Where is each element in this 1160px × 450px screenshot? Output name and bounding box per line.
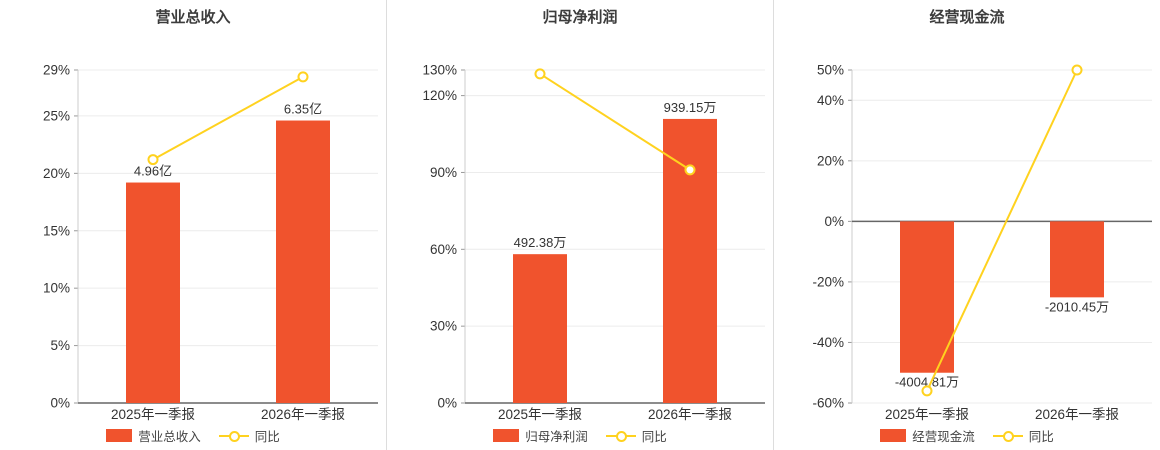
y-tick-label: 60% (430, 242, 457, 257)
bar-swatch-icon (880, 428, 907, 442)
legend-label: 经营现金流 (912, 429, 975, 444)
legend-item-net-profit-yoy[interactable]: 同比 (605, 426, 667, 445)
bar-swatch-icon (106, 428, 133, 442)
legend-item-net-profit-bar[interactable]: 归母净利润 (493, 426, 588, 445)
bar-value-label: 492.38万 (514, 235, 567, 250)
y-tick-label: -60% (812, 396, 844, 411)
yoy-marker (534, 68, 546, 80)
y-tick-label: 5% (50, 338, 70, 353)
revenue-legend: 营业总收入 同比 (0, 422, 386, 448)
y-tick-label: 0% (824, 214, 844, 229)
legend-label: 营业总收入 (138, 429, 201, 444)
yoy-marker (684, 164, 696, 176)
bar-value-label: -4004.81万 (895, 375, 959, 390)
x-axis-label: 2026年一季报 (1035, 407, 1119, 422)
yoy-marker (147, 154, 159, 166)
bar (276, 120, 330, 403)
y-tick-label: 25% (43, 108, 70, 123)
legend-label: 同比 (254, 429, 280, 444)
line-marker-icon (992, 430, 1023, 442)
yoy-marker (1071, 64, 1083, 76)
bar (900, 221, 954, 373)
bar (513, 254, 567, 403)
bar (1050, 221, 1104, 298)
bar-value-label: 4.96亿 (134, 164, 172, 179)
bar-value-label: -2010.45万 (1045, 299, 1109, 314)
revenue-chart-title: 营业总收入 (155, 9, 231, 26)
net-profit-chart: 0% 30% 60% 90% 120% 130% 492.38万 939.15万 2025年一季… (422, 63, 765, 422)
y-tick-label: 30% (430, 319, 457, 334)
y-tick-label: 40% (817, 93, 844, 108)
yoy-marker (297, 71, 309, 83)
y-tick-label: -40% (812, 335, 844, 350)
yoy-line (539, 73, 691, 171)
y-tick-label: 50% (817, 63, 844, 78)
legend-item-cash-flow-bar[interactable]: 经营现金流 (880, 426, 975, 445)
yoy-line (926, 69, 1078, 392)
revenue-chart: 0% 5% 10% 15% 20% 25% 29% 4.96亿 6.35亿 2025年一季报 202… (43, 63, 378, 422)
x-axis-label: 2026年一季报 (648, 407, 732, 422)
y-tick-label: 90% (430, 165, 457, 180)
y-tick-label: -20% (812, 274, 844, 289)
x-axis-label: 2025年一季报 (498, 407, 582, 422)
net-profit-panel: 归母净利润 0% 30% 60% 90% 120% 130% 492.38万 939.15万 2… (386, 0, 773, 450)
net-profit-legend: 归母净利润 同比 (387, 422, 773, 448)
y-tick-label: 20% (817, 153, 844, 168)
bar-value-label: 6.35亿 (284, 102, 322, 117)
cash-flow-chart: -60% -40% -20% 0% 20% 40% 50% -4004.81万 -2010.45… (812, 63, 1152, 422)
cash-flow-legend: 经营现金流 同比 (774, 422, 1160, 448)
cash-flow-chart-title: 经营现金流 (929, 9, 1005, 26)
legend-item-revenue-bar[interactable]: 营业总收入 (106, 426, 201, 445)
net-profit-chart-title: 归母净利润 (542, 9, 618, 26)
bar-value-label: 939.15万 (664, 100, 717, 115)
legend-item-cash-flow-yoy[interactable]: 同比 (992, 426, 1054, 445)
bar (126, 182, 180, 403)
bar (663, 118, 717, 403)
legend-label: 归母净利润 (525, 429, 588, 444)
x-axis-label: 2025年一季报 (885, 407, 969, 422)
legend-label: 同比 (641, 429, 667, 444)
line-marker-icon (605, 430, 636, 442)
y-tick-label: 29% (43, 63, 70, 78)
y-tick-label: 15% (43, 223, 70, 238)
y-tick-label: 0% (50, 396, 70, 411)
y-tick-label: 130% (422, 63, 457, 78)
y-tick-label: 0% (437, 396, 457, 411)
x-axis-label: 2025年一季报 (111, 407, 195, 422)
bar-swatch-icon (493, 428, 520, 442)
y-tick-label: 20% (43, 166, 70, 181)
x-axis-label: 2026年一季报 (261, 407, 345, 422)
y-tick-label: 10% (43, 281, 70, 296)
y-tick-label: 120% (422, 88, 457, 103)
cash-flow-panel: 经营现金流 -60% -40% -20% 0% 20% 40% 50% -4004.81万 -2… (773, 0, 1160, 450)
yoy-line (152, 76, 304, 161)
legend-label: 同比 (1028, 429, 1054, 444)
line-marker-icon (218, 430, 249, 442)
yoy-marker (921, 385, 933, 397)
revenue-panel: 营业总收入 0% 5% 10% 15% 20% 25% 29% 4.96亿 6.35亿 2025年… (0, 0, 386, 450)
legend-item-revenue-yoy[interactable]: 同比 (218, 426, 280, 445)
